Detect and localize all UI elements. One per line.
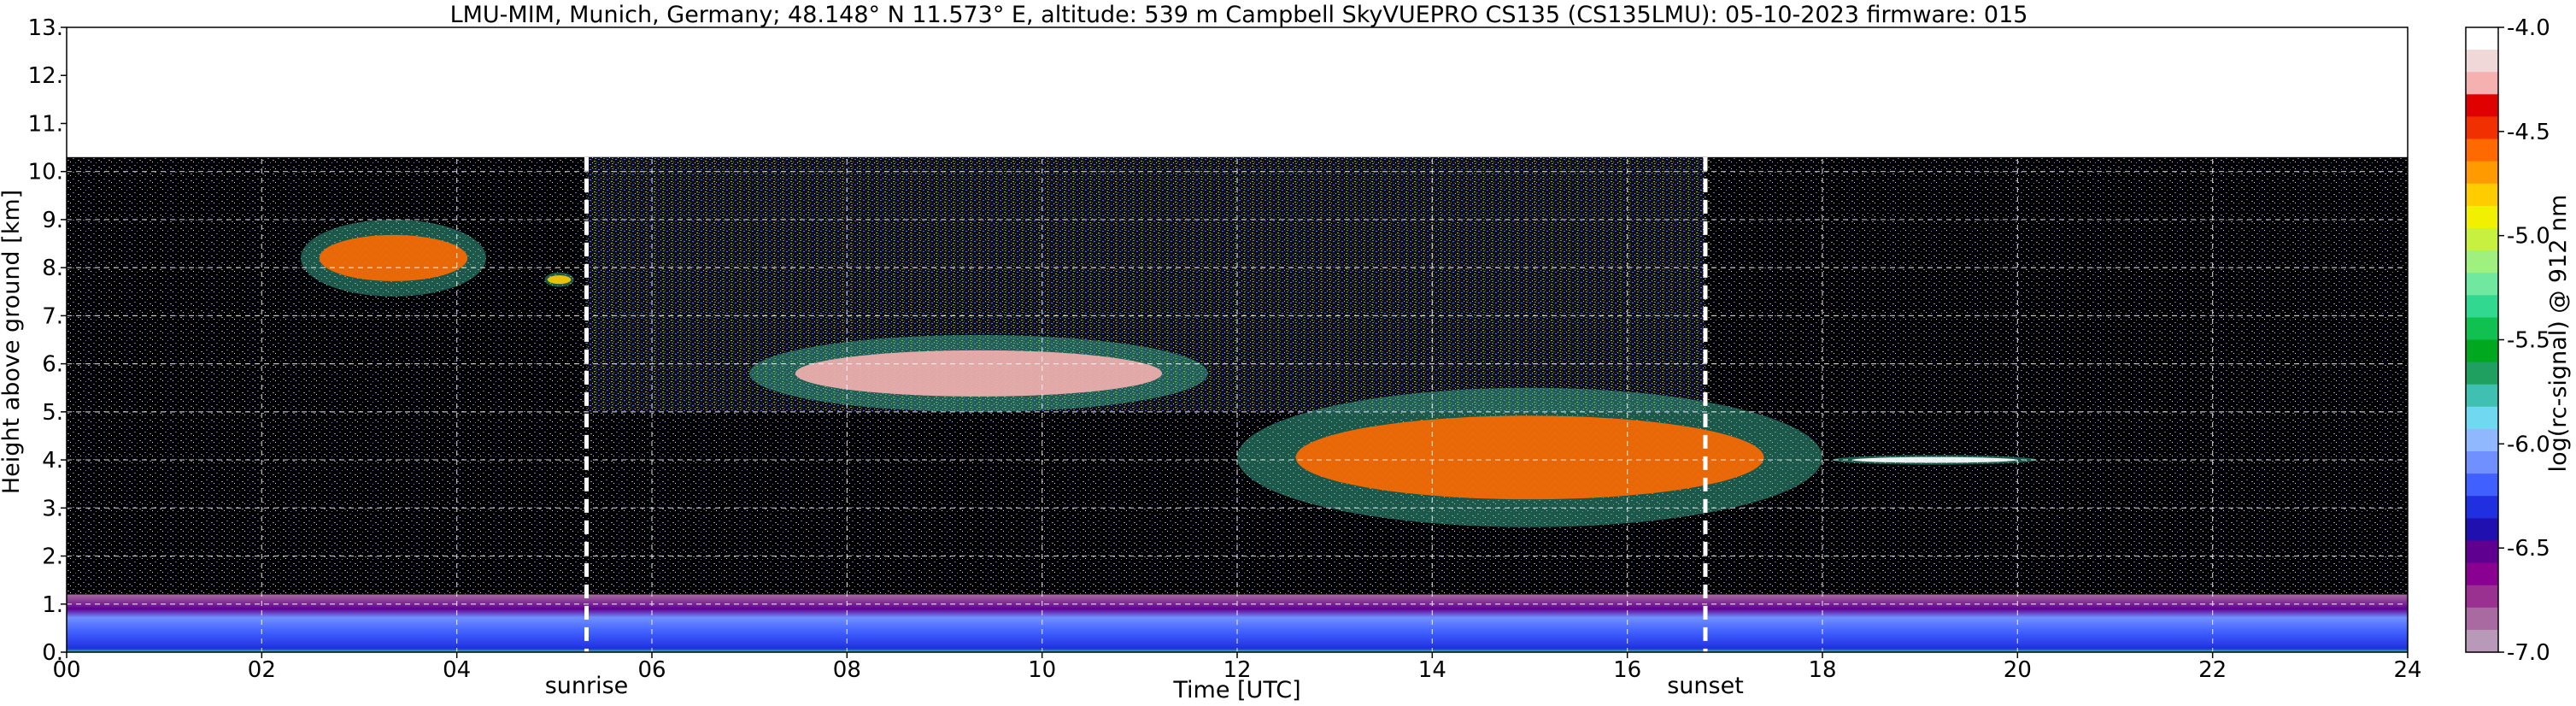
colorbar-tick-label: -5.0 [2507,224,2550,250]
x-tick-label: 18 [1808,657,1836,683]
colorbar-swatch [2466,362,2498,385]
colorbar-swatch [2466,50,2498,73]
colorbar-swatch [2466,339,2498,363]
colorbar-tick-label: -4.5 [2507,120,2550,145]
x-tick-label: 16 [1613,657,1641,683]
feature-thick-cloud-layer [1237,387,1822,527]
y-tick-label: 5. [42,400,63,426]
sunset-label: sunset [1667,673,1744,699]
feature-core [1295,415,1764,500]
colorbar-swatch [2466,428,2498,452]
colorbar-swatch [2466,451,2498,474]
y-tick-label: 4. [42,448,63,474]
x-tick-label: 00 [52,657,80,683]
y-tick-label: 8. [42,256,63,281]
feature-cloud-layer [1832,455,2038,465]
colorbar-swatch [2466,116,2498,140]
x-tick-label: 12 [1223,657,1251,683]
colorbar-swatch [2466,227,2498,251]
chart-title: LMU-MIM, Munich, Germany; 48.148° N 11.5… [450,2,2028,28]
y-tick-label: 2. [42,544,63,570]
colorbar-swatch [2466,474,2498,497]
x-tick-label: 20 [2004,657,2032,683]
y-axis-label: Height above ground [km] [0,190,25,494]
axes: 00 02 04 06 08 10 12 14 16 18 20 22 24 0. 1. 2. 3. 4. 5. 6.… [28,15,2422,683]
grid [67,27,2408,652]
y-tick-label: 13. [28,15,63,41]
feature-core [547,275,572,285]
x-tick-label: 14 [1418,657,1446,683]
x-tick-label: 04 [443,657,471,683]
colorbar-label: log(rc-signal) @ 912 nm [2545,195,2572,473]
y-tick-label: 6. [42,352,63,378]
y-tick-label: 11. [28,111,63,137]
colorbar-tick-label: -6.0 [2507,432,2550,457]
colorbar-swatch [2466,518,2498,542]
colorbar-swatch [2466,273,2498,296]
x-tick-label: 08 [833,657,861,683]
feature-cloud-patch [544,272,574,287]
colorbar-swatch [2466,562,2498,586]
colorbar-swatch [2466,496,2498,519]
feature-core [319,234,468,281]
colorbar-tick-label: -7.0 [2507,640,2550,666]
feature-core [1852,456,2017,463]
y-tick-label: 1. [42,592,63,618]
feature-cirrus [301,219,486,297]
colorbar-swatch [2466,138,2498,162]
colorbar-swatch [2466,72,2498,95]
colorbar-swatch [2466,183,2498,207]
colorbar-swatch [2466,295,2498,318]
colorbar-swatch [2466,161,2498,185]
y-tick-label: 0. [42,640,63,666]
x-tick-label: 22 [2198,657,2227,683]
x-tick-label: 10 [1028,657,1056,683]
x-tick-label: 06 [637,657,666,683]
colorbar: -4.0 -4.5 -5.0 -5.5 -6.0 -6.5 -7.0 [2465,15,2550,666]
x-tick-label: 24 [2393,657,2421,683]
colorbar-swatch [2466,27,2498,50]
colorbar-swatch [2466,607,2498,631]
y-tick-label: 12. [28,63,63,89]
y-tick-label: 9. [42,208,63,233]
sunrise-label: sunrise [545,673,629,699]
colorbar-swatch [2466,384,2498,408]
colorbar-swatch [2466,94,2498,118]
x-axis-label: Time [UTC] [1172,677,1300,703]
colorbar-tick-label: -5.5 [2507,328,2550,354]
y-tick-label: 7. [42,303,63,329]
x-tick-label: 02 [248,657,276,683]
y-tick-label: 3. [42,496,63,521]
y-tick-label: 10. [28,160,63,185]
colorbar-swatch [2466,406,2498,430]
colorbar-swatch [2466,317,2498,341]
feature-core [795,350,1163,397]
colorbar-swatch [2466,540,2498,564]
colorbar-swatch [2466,250,2498,274]
colorbar-tick-label: -4.0 [2507,15,2550,41]
colorbar-swatch [2466,629,2498,653]
colorbar-swatch [2466,585,2498,609]
colorbar-swatch [2466,205,2498,229]
colorbar-tick-label: -6.5 [2507,536,2550,562]
annotations: sunrise sunset [545,156,1744,699]
feature-mid-level-cloud-layer [749,334,1208,412]
